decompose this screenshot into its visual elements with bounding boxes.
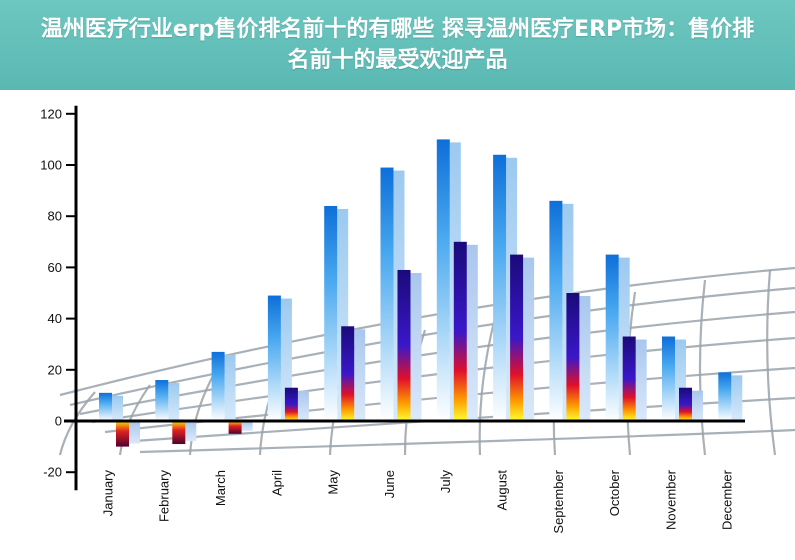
blue-bar-shadow-may: [337, 208, 349, 421]
fire-bar-february: [172, 421, 186, 445]
blue-bar-june: [380, 167, 394, 421]
y-tick-label: 100: [40, 158, 62, 173]
blue-bar-november: [662, 336, 675, 421]
blue-bar-shadow-december: [731, 375, 743, 421]
blue-bar-shadow-november: [675, 339, 686, 421]
blue-bar-october: [605, 254, 619, 421]
fire-bar-shadow-april: [297, 390, 309, 421]
blue-bar-july: [436, 139, 450, 421]
fire-bar-shadow-march: [241, 421, 253, 431]
x-tick-label: December: [720, 469, 735, 530]
grid-radial: [188, 371, 216, 456]
blue-bar-december: [718, 372, 732, 421]
fire-bar-shadow-october: [635, 339, 647, 421]
fire-bar-august: [510, 254, 524, 421]
blue-bar-shadow-march: [224, 354, 236, 421]
grid-arc: [59, 266, 795, 397]
fire-bar-shadow-july: [466, 244, 478, 421]
x-tick-label: January: [100, 470, 115, 517]
fire-bar-shadow-august: [523, 257, 535, 421]
x-tick-label: September: [551, 469, 566, 533]
axes-layer: January February March April May June July Augu…: [40, 105, 745, 534]
grid-radial: [766, 269, 777, 456]
fire-bar-shadow-january: [129, 421, 140, 444]
fire-bar-shadow-september: [579, 296, 591, 421]
fire-bar-january: [116, 421, 129, 447]
x-tick-label: February: [157, 470, 172, 523]
fire-bar-september: [566, 293, 580, 421]
blue-bar-shadow-april: [280, 298, 292, 421]
fire-bar-may: [341, 326, 355, 421]
fire-bar-april: [284, 387, 298, 421]
grid-radial: [698, 279, 707, 456]
fire-bar-july: [453, 241, 467, 421]
y-tick-label: -20: [43, 465, 62, 480]
x-tick-label: May: [326, 470, 341, 495]
blue-bar-february: [155, 380, 169, 421]
fire-bar-october: [622, 336, 636, 421]
fire-bar-november: [679, 387, 692, 421]
fire-bar-shadow-february: [185, 421, 197, 442]
fire-bar-march: [228, 421, 242, 434]
blue-bar-may: [324, 205, 338, 421]
x-tick-label: April: [269, 470, 284, 496]
bars-layer: [99, 139, 743, 447]
y-tick-label: 80: [48, 209, 62, 224]
blue-bar-shadow-february: [168, 383, 180, 421]
x-tick-label: October: [607, 469, 622, 516]
fire-bar-shadow-may: [354, 329, 366, 421]
fire-bar-shadow-november: [692, 390, 703, 421]
y-tick-label: 40: [48, 311, 62, 326]
x-tick-label: August: [495, 470, 510, 511]
title-banner: 温州医疗行业erp售价排名前十的有哪些 探寻温州医疗ERP市场：售价排名前十的最…: [0, 0, 795, 90]
x-tick-label: March: [213, 470, 228, 506]
blue-bar-january: [99, 392, 112, 421]
blue-bar-march: [211, 351, 225, 421]
fire-bar-june: [397, 269, 411, 421]
y-tick-label: 120: [40, 106, 62, 121]
blue-bar-april: [267, 295, 281, 421]
blue-bar-september: [549, 200, 563, 421]
x-tick-label: June: [382, 470, 397, 498]
grid-radial: [58, 391, 96, 456]
blue-bar-august: [493, 154, 507, 421]
x-tick-label: July: [438, 470, 453, 494]
fire-bar-shadow-june: [410, 272, 422, 421]
grid-radial: [478, 317, 497, 456]
blue-bar-shadow-january: [112, 395, 123, 421]
chart-title: 温州医疗行业erp售价排名前十的有哪些 探寻温州医疗ERP市场：售价排名前十的最…: [40, 17, 755, 73]
y-tick-label: 60: [48, 260, 62, 275]
x-tick-label: November: [663, 469, 678, 530]
y-tick-label: 0: [55, 414, 62, 429]
y-tick-label: 20: [48, 362, 62, 377]
